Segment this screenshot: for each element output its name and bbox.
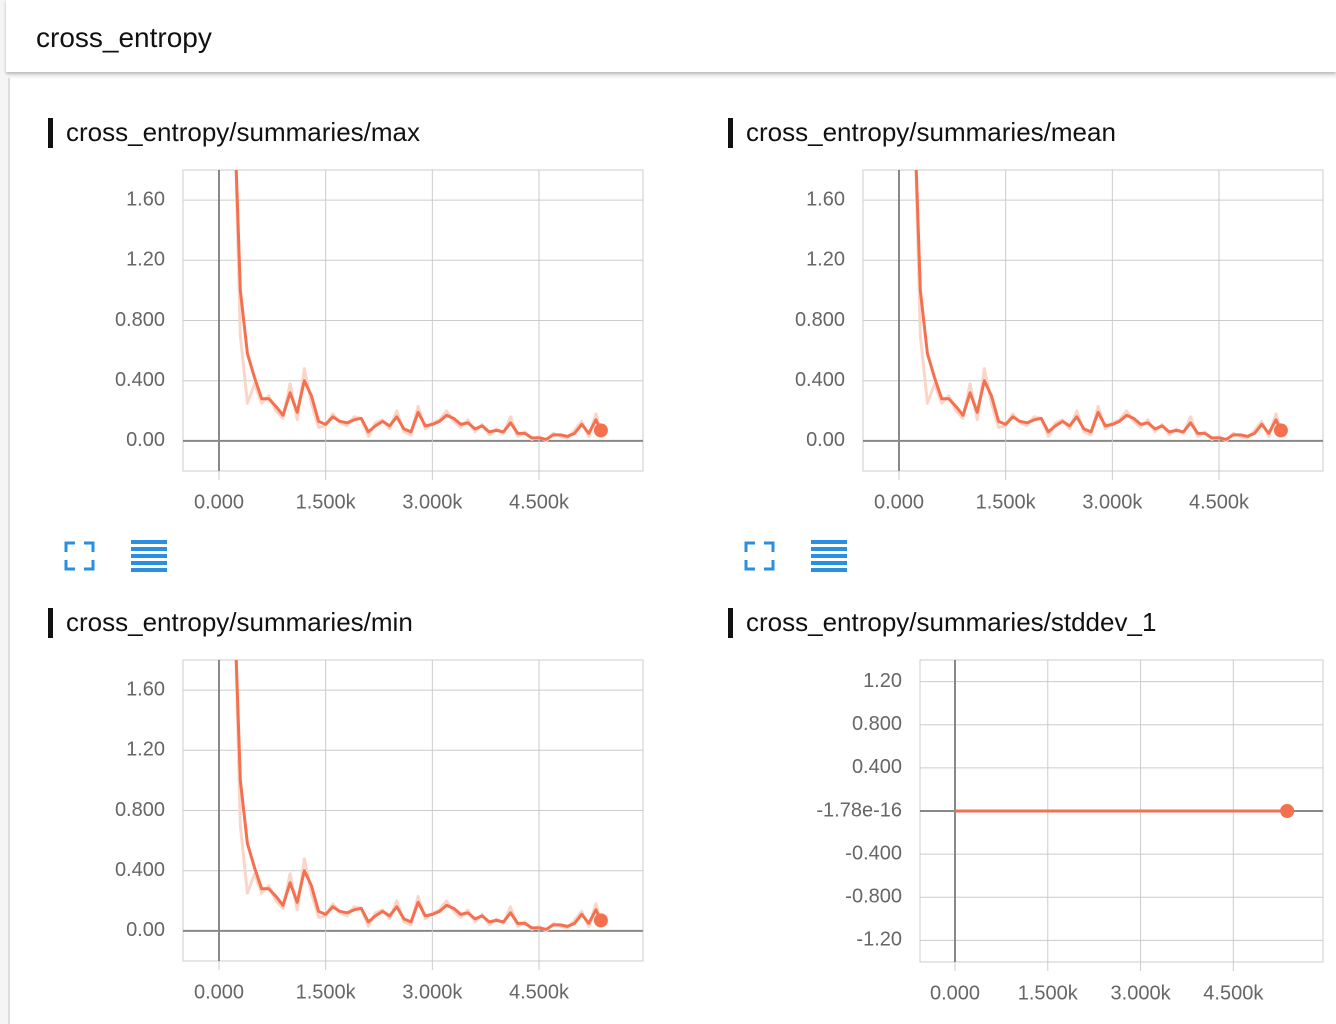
y-tick-label: -0.800 — [845, 886, 902, 908]
series-line — [234, 660, 603, 931]
y-tick-label: 1.60 — [806, 188, 845, 210]
y-tick-label: 1.20 — [863, 670, 902, 692]
title-bar — [728, 118, 733, 148]
y-tick-label: 1.60 — [126, 188, 165, 210]
y-tick-label: -1.78e-16 — [816, 799, 902, 821]
icon-bar — [811, 540, 847, 544]
last-point — [593, 913, 608, 928]
chart-title: cross_entropy/summaries/mean — [746, 117, 1116, 147]
header-title: cross_entropy — [36, 22, 212, 53]
y-tick-label: 0.400 — [115, 369, 165, 391]
x-tick-label: 4.500k — [509, 491, 570, 513]
y-tick-label: 0.800 — [852, 713, 902, 735]
icon-bar — [131, 554, 167, 558]
y-tick-label: -1.20 — [856, 929, 902, 951]
x-tick-label: 4.500k — [509, 981, 570, 1003]
icon-bar — [811, 568, 847, 572]
y-tick-label: 0.800 — [115, 309, 165, 331]
x-tick-label: 3.000k — [1082, 491, 1143, 513]
x-tick-label: 4.500k — [1203, 982, 1264, 1004]
icon-bar — [131, 547, 167, 551]
y-tick-label: 1.20 — [126, 739, 165, 761]
y-tick-label: 0.00 — [126, 429, 165, 451]
chart-title: cross_entropy/summaries/max — [66, 117, 420, 147]
x-tick-label: 0.000 — [194, 981, 244, 1003]
chart-title: cross_entropy/summaries/min — [66, 607, 413, 637]
icon-bar — [131, 561, 167, 565]
list-icon[interactable] — [811, 540, 847, 572]
series-line — [914, 170, 1283, 441]
content-area — [8, 78, 1336, 1024]
title-bar — [48, 118, 53, 148]
last-point — [1273, 423, 1288, 438]
series-line — [234, 170, 603, 441]
y-tick-label: 0.400 — [115, 859, 165, 881]
y-tick-label: 1.20 — [126, 249, 165, 271]
y-tick-label: 0.400 — [852, 756, 902, 778]
last-point — [593, 423, 608, 438]
chart-title: cross_entropy/summaries/stddev_1 — [746, 607, 1156, 637]
icon-bar — [811, 547, 847, 551]
last-point — [1280, 804, 1295, 818]
x-tick-label: 1.500k — [1018, 982, 1079, 1004]
icon-path — [744, 541, 775, 571]
x-tick-label: 3.000k — [402, 491, 463, 513]
y-tick-label: 0.400 — [795, 369, 845, 391]
x-tick-label: 3.000k — [1111, 982, 1172, 1004]
icon-bar — [811, 561, 847, 565]
icon-bar — [131, 540, 167, 544]
y-tick-label: 1.60 — [126, 678, 165, 700]
header: cross_entropy — [6, 0, 1336, 72]
x-tick-label: 4.500k — [1189, 491, 1250, 513]
list-icon[interactable] — [131, 540, 167, 572]
x-tick-label: 0.000 — [930, 982, 980, 1004]
fullscreen-icon[interactable] — [64, 541, 95, 571]
icon-bar — [811, 554, 847, 558]
y-tick-label: 0.800 — [115, 799, 165, 821]
y-tick-label: 0.00 — [126, 919, 165, 941]
fullscreen-icon[interactable] — [744, 541, 775, 571]
y-tick-label: 0.800 — [795, 309, 845, 331]
y-tick-label: -0.400 — [845, 842, 902, 864]
title-bar — [48, 608, 53, 638]
x-tick-label: 0.000 — [194, 491, 244, 513]
y-tick-label: 1.20 — [806, 249, 845, 271]
x-tick-label: 3.000k — [402, 981, 463, 1003]
icon-path — [64, 541, 95, 571]
x-tick-label: 1.500k — [296, 981, 357, 1003]
x-tick-label: 1.500k — [976, 491, 1037, 513]
icon-bar — [131, 568, 167, 572]
title-bar — [728, 608, 733, 638]
y-tick-label: 0.00 — [806, 429, 845, 451]
x-tick-label: 0.000 — [874, 491, 924, 513]
x-tick-label: 1.500k — [296, 491, 357, 513]
